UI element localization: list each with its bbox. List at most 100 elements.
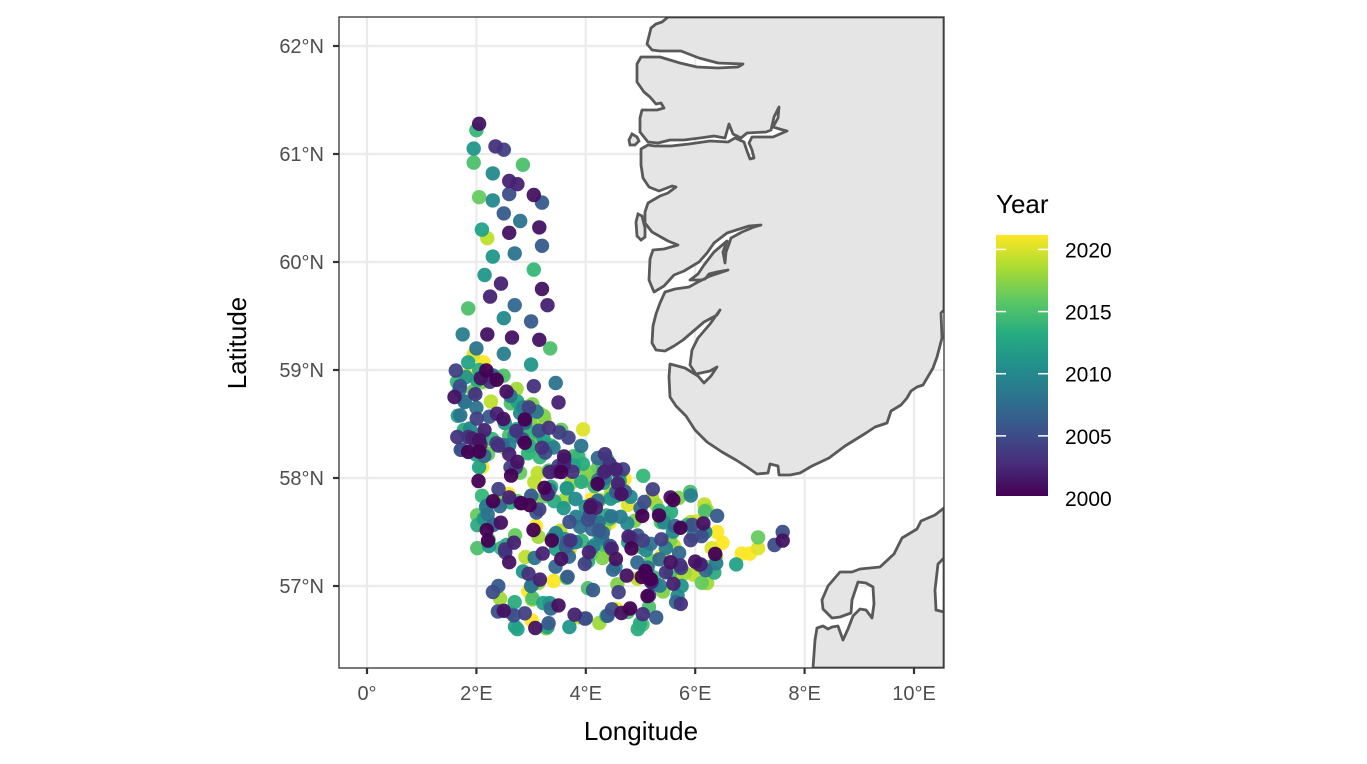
survey-point [560, 569, 575, 584]
survey-point [635, 607, 650, 622]
survey-point [499, 384, 514, 399]
survey-point [526, 522, 541, 538]
legend-break-label: 2000 [1065, 488, 1112, 511]
y-axis: 57°N 58°N 59°N 60°N 61°N 62°N [279, 36, 339, 598]
survey-point [541, 420, 557, 435]
survey-point [694, 575, 709, 590]
survey-point [517, 606, 532, 621]
survey-point [532, 572, 548, 587]
survey-point [694, 528, 709, 544]
survey-point [666, 576, 681, 591]
survey-point [532, 220, 547, 235]
survey-point [556, 501, 571, 516]
survey-point [471, 460, 487, 475]
survey-point [480, 327, 495, 342]
survey-point [581, 545, 597, 560]
survey-point [640, 588, 655, 604]
colorbar [996, 235, 1048, 496]
x-tick-label: 8°E [788, 683, 820, 705]
survey-point [541, 616, 556, 631]
survey-point [649, 610, 664, 625]
survey-point [673, 596, 688, 612]
survey-point [535, 546, 550, 561]
y-axis-title: Latitude [222, 297, 252, 390]
survey-point [517, 435, 532, 450]
survey-point [485, 249, 500, 264]
survey-point [666, 492, 681, 508]
survey-point [559, 481, 574, 496]
survey-point [468, 387, 483, 402]
survey-point [590, 476, 605, 492]
survey-point [608, 462, 624, 477]
survey-point [597, 464, 612, 479]
survey-point [567, 607, 582, 622]
survey-point [469, 341, 484, 356]
survey-point [490, 438, 506, 453]
survey-point [452, 379, 468, 394]
survey-point [673, 520, 688, 535]
survey-point [556, 449, 572, 464]
survey-point [513, 213, 528, 229]
survey-point [528, 620, 543, 636]
survey-point [544, 533, 559, 548]
survey-point [480, 507, 495, 522]
survey-point [493, 515, 508, 530]
survey-point [685, 517, 700, 533]
y-tick-label: 57°N [279, 576, 324, 598]
y-tick-label: 58°N [279, 468, 324, 490]
survey-point [479, 363, 494, 378]
survey-point [493, 276, 509, 291]
survey-point [638, 563, 653, 579]
survey-point [471, 473, 486, 489]
survey-point [515, 157, 531, 172]
survey-point [510, 454, 525, 469]
x-tick-label: 10°E [892, 683, 936, 705]
survey-point [523, 314, 539, 329]
survey-point [496, 603, 511, 618]
survey-point [683, 488, 698, 503]
survey-point [562, 619, 577, 635]
land-layer [627, 17, 944, 668]
survey-point [447, 389, 462, 405]
y-tick-label: 59°N [279, 360, 324, 382]
survey-point [485, 584, 501, 600]
x-tick-label: 2°E [460, 683, 492, 705]
survey-point [546, 573, 561, 589]
sweden-denmark-landmass [811, 506, 944, 668]
survey-point [554, 551, 569, 567]
survey-point [532, 332, 547, 347]
survey-points [447, 116, 790, 637]
survey-point [621, 529, 636, 544]
survey-point [551, 598, 566, 613]
survey-point [548, 375, 563, 391]
survey-point [654, 532, 669, 547]
survey-point [485, 166, 500, 181]
survey-point [645, 482, 660, 497]
survey-point [480, 533, 496, 548]
survey-point [608, 551, 624, 567]
survey-point [496, 346, 511, 361]
survey-point [750, 530, 766, 545]
survey-point [474, 222, 490, 237]
survey-point [522, 498, 537, 513]
survey-point [591, 523, 607, 538]
island [634, 211, 647, 242]
survey-point [663, 504, 679, 520]
x-tick-label: 4°E [570, 683, 602, 705]
legend-break-label: 2015 [1065, 302, 1112, 325]
survey-point [551, 395, 566, 410]
survey-point [502, 555, 517, 570]
survey-point [466, 155, 481, 170]
survey-point [461, 444, 476, 460]
survey-point [636, 468, 651, 483]
survey-point [496, 206, 511, 221]
survey-point [583, 499, 598, 515]
survey-point [709, 508, 725, 523]
survey-point [708, 546, 723, 562]
survey-point [503, 468, 519, 483]
survey-point [461, 355, 476, 370]
color-legend: Year 2000 2005 2010 2015 2020 [996, 189, 1112, 511]
survey-point [729, 557, 744, 572]
survey-point [637, 494, 652, 510]
